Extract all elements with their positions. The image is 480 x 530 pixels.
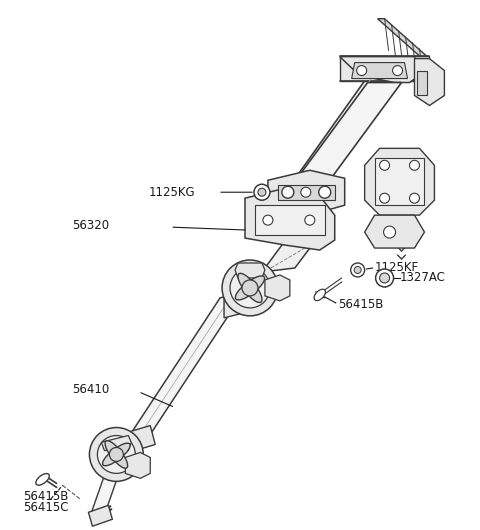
Text: 1125KG: 1125KG: [148, 186, 195, 199]
Polygon shape: [255, 205, 325, 235]
Circle shape: [222, 260, 278, 316]
Circle shape: [380, 160, 390, 170]
Ellipse shape: [314, 289, 325, 301]
Text: 1125KF: 1125KF: [374, 261, 419, 275]
Circle shape: [230, 268, 270, 308]
Circle shape: [380, 273, 390, 283]
Circle shape: [242, 280, 258, 296]
Polygon shape: [88, 505, 112, 526]
Polygon shape: [340, 57, 420, 83]
Polygon shape: [224, 292, 248, 318]
Circle shape: [89, 428, 144, 481]
Text: 56410: 56410: [72, 383, 110, 396]
Polygon shape: [260, 63, 412, 228]
Polygon shape: [340, 56, 430, 81]
Text: 56320: 56320: [72, 218, 109, 232]
Text: 56415C: 56415C: [23, 501, 68, 514]
Circle shape: [109, 447, 123, 462]
Polygon shape: [130, 426, 155, 450]
Polygon shape: [374, 158, 424, 205]
Circle shape: [376, 269, 394, 287]
Ellipse shape: [36, 473, 49, 485]
Circle shape: [393, 66, 403, 76]
Polygon shape: [415, 59, 444, 105]
Polygon shape: [352, 63, 408, 78]
Text: 56415B: 56415B: [338, 298, 383, 312]
Circle shape: [380, 193, 390, 203]
Circle shape: [97, 436, 135, 473]
Polygon shape: [124, 292, 244, 444]
Polygon shape: [365, 148, 434, 215]
Polygon shape: [378, 19, 430, 59]
Polygon shape: [125, 453, 150, 479]
Polygon shape: [278, 185, 335, 200]
Polygon shape: [268, 170, 345, 215]
Ellipse shape: [238, 273, 262, 303]
Circle shape: [357, 66, 367, 76]
Ellipse shape: [103, 443, 130, 466]
Polygon shape: [235, 263, 265, 278]
Polygon shape: [418, 70, 428, 95]
Polygon shape: [101, 436, 132, 450]
Ellipse shape: [105, 440, 128, 468]
Ellipse shape: [235, 276, 264, 300]
Polygon shape: [365, 215, 424, 248]
Text: 1327AC: 1327AC: [399, 271, 445, 285]
Polygon shape: [268, 83, 402, 218]
Circle shape: [258, 188, 266, 196]
Circle shape: [305, 215, 315, 225]
Circle shape: [319, 186, 331, 198]
Circle shape: [263, 215, 273, 225]
Circle shape: [351, 263, 365, 277]
Circle shape: [254, 184, 270, 200]
Circle shape: [282, 186, 294, 198]
Polygon shape: [245, 188, 335, 250]
Circle shape: [409, 160, 420, 170]
Circle shape: [354, 267, 361, 273]
Circle shape: [409, 193, 420, 203]
Polygon shape: [265, 275, 290, 301]
Circle shape: [301, 187, 311, 197]
Polygon shape: [262, 215, 335, 272]
Circle shape: [384, 226, 396, 238]
Polygon shape: [90, 470, 120, 515]
Text: 56415B: 56415B: [23, 490, 68, 503]
